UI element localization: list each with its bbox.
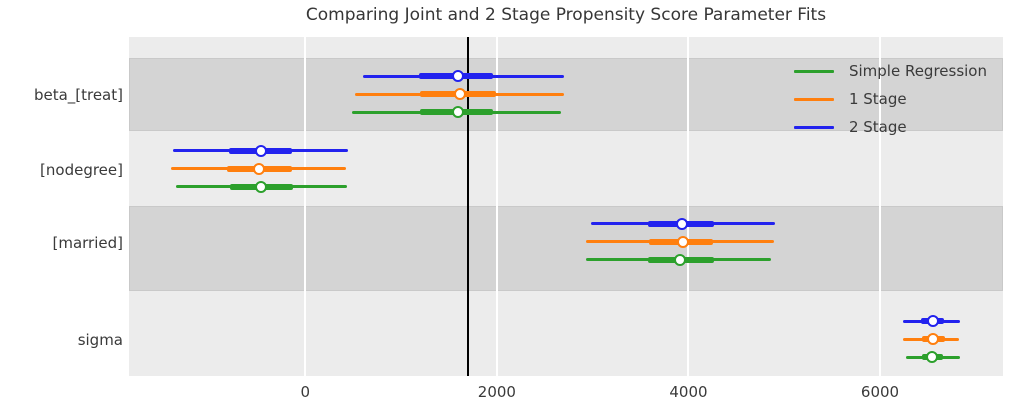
legend-label: 1 Stage	[848, 90, 907, 108]
row-band	[129, 57, 1003, 131]
point-estimate-2-stage	[676, 217, 689, 230]
x-tick-label: 0	[300, 383, 311, 401]
reference-line	[467, 37, 470, 376]
legend-entry-1-stage: 1 Stage	[793, 85, 987, 113]
y-tick-label: sigma	[77, 331, 123, 349]
y-tick-label: [nodegree]	[40, 160, 123, 179]
x-tick-label: 4000	[669, 383, 708, 401]
point-estimate-2-stage	[926, 315, 939, 327]
point-estimate-simple-regression	[673, 253, 686, 266]
legend-line-icon	[793, 69, 834, 73]
y-tick-label: [married]	[52, 233, 124, 252]
x-gridline	[687, 37, 690, 376]
y-tick-label: beta_[treat]	[33, 86, 123, 104]
point-estimate-simple-regression	[925, 351, 938, 363]
point-estimate-2-stage	[255, 144, 268, 157]
plot-area: Simple Regression 1 Stage 2 Stage	[129, 37, 1003, 376]
legend-line-icon	[793, 97, 834, 101]
legend-label: 2 Stage	[848, 118, 907, 136]
chart-title: Comparing Joint and 2 Stage Propensity S…	[305, 5, 827, 25]
point-estimate-1-stage	[453, 88, 466, 100]
point-estimate-1-stage	[926, 333, 939, 345]
x-tick-label: 6000	[860, 383, 900, 401]
legend-label: Simple Regression	[848, 62, 987, 80]
x-gridline	[879, 37, 882, 376]
point-estimate-1-stage	[253, 162, 266, 175]
x-gridline	[495, 37, 498, 376]
x-gridline	[304, 37, 307, 376]
point-estimate-simple-regression	[255, 180, 268, 193]
legend-line-icon	[793, 125, 834, 129]
point-estimate-1-stage	[677, 235, 690, 248]
legend-entry-simple-regression: Simple Regression	[793, 57, 987, 85]
point-estimate-simple-regression	[451, 106, 464, 118]
legend-entry-2-stage: 2 Stage	[793, 113, 987, 141]
x-tick-label: 2000	[477, 383, 516, 401]
row-band	[129, 206, 1003, 291]
legend: Simple Regression 1 Stage 2 Stage	[793, 57, 987, 141]
point-estimate-2-stage	[451, 70, 464, 82]
